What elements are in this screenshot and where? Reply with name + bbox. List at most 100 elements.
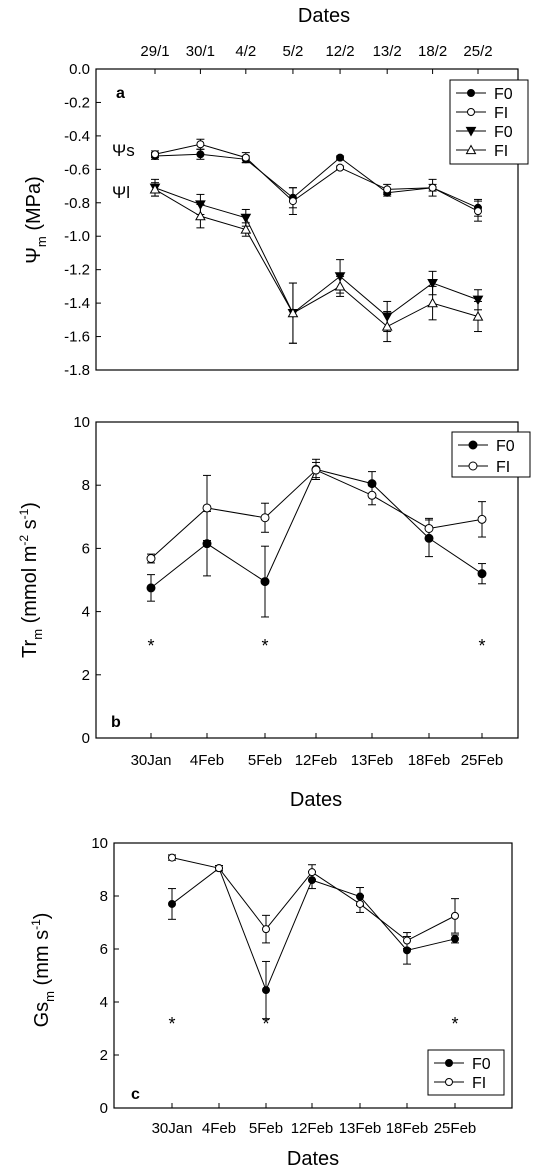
y-tick-label: -0.4 xyxy=(64,128,90,145)
annotation: Ψs xyxy=(112,141,135,160)
data-point xyxy=(383,185,392,194)
significance-mark: * xyxy=(478,636,485,656)
data-point xyxy=(451,911,459,920)
data-point xyxy=(146,583,156,593)
y-tick-label: -1.6 xyxy=(64,329,90,346)
legend-marker xyxy=(468,440,478,450)
x-tick-label: 13Feb xyxy=(339,1120,382,1137)
data-point xyxy=(424,523,434,533)
y-axis-label: Ψm (MPa) xyxy=(23,176,49,264)
significance-mark: * xyxy=(262,1014,269,1034)
y-tick-label: 10 xyxy=(73,414,90,431)
y-axis-label-part: -1 xyxy=(29,919,43,930)
data-point xyxy=(428,183,437,192)
panel-label: b xyxy=(111,714,121,731)
legend-marker xyxy=(467,108,475,116)
y-tick-label: 0 xyxy=(82,730,90,747)
x-tick-label: 5/2 xyxy=(283,43,304,60)
y-axis-label-part: -2 xyxy=(17,535,31,546)
x-tick-label: 4Feb xyxy=(190,752,224,769)
legend-label: FI xyxy=(472,1075,486,1092)
panel-label: c xyxy=(131,1086,140,1103)
significance-mark: * xyxy=(147,636,154,656)
data-point xyxy=(149,183,161,194)
significance-mark: * xyxy=(451,1014,458,1034)
y-axis-label-part: Ψ xyxy=(23,247,45,264)
x-tick-label: 5Feb xyxy=(249,1120,283,1137)
plot-frame xyxy=(113,842,513,1109)
legend-box xyxy=(427,1049,505,1096)
x-tick-label: 5Feb xyxy=(248,752,282,769)
y-tick-label: 6 xyxy=(100,941,108,958)
data-point xyxy=(356,899,364,908)
data-point xyxy=(215,864,223,873)
legend-marker xyxy=(465,126,477,137)
data-point xyxy=(477,514,487,524)
x-tick-label: 4Feb xyxy=(202,1120,236,1137)
legend: F0 FI xyxy=(451,431,531,478)
y-axis-label-part: ) xyxy=(31,913,53,920)
data-point xyxy=(472,295,484,306)
y-tick-label: 4 xyxy=(100,994,108,1011)
data-point xyxy=(287,307,299,318)
y-tick-label: 10 xyxy=(91,835,108,852)
data-point xyxy=(262,986,270,995)
series-0 xyxy=(168,864,459,1020)
y-tick-label: -0.8 xyxy=(64,195,90,212)
data-point xyxy=(336,163,345,172)
x-tick-label: 25/2 xyxy=(463,43,492,60)
y-axis-label-part: (mmol m xyxy=(19,546,41,629)
x-axis-title: Dates xyxy=(298,5,350,27)
series-1 xyxy=(146,461,487,564)
significance-mark: * xyxy=(168,1014,175,1034)
data-point xyxy=(311,465,321,475)
plot-frame xyxy=(95,68,519,371)
data-point xyxy=(381,320,393,331)
legend-marker xyxy=(445,1078,453,1086)
x-tick-label: 4/2 xyxy=(235,43,256,60)
y-tick-label: 6 xyxy=(82,540,90,557)
y-axis-label-part: ) xyxy=(19,502,41,509)
series-3 xyxy=(149,182,484,344)
legend-label: F0 xyxy=(494,86,513,103)
data-point xyxy=(427,297,438,308)
x-tick-label: 18Feb xyxy=(386,1120,429,1137)
data-point xyxy=(262,925,270,934)
annotation: Ψl xyxy=(112,183,130,202)
y-tick-label: 8 xyxy=(82,477,90,494)
series-1 xyxy=(168,853,459,949)
series-1 xyxy=(151,138,482,222)
y-tick-label: -1.0 xyxy=(64,228,90,245)
panel-c: 0 2 4 6 8 10 Gsm (mm s-1) 30Jan 4Feb 5Feb 12Feb 13F… xyxy=(29,835,513,1170)
series-line xyxy=(154,143,479,212)
series-line xyxy=(154,188,479,328)
y-axis-label-part: m xyxy=(42,991,57,1002)
y-tick-label: -0.6 xyxy=(64,161,90,178)
x-tick-label: 13/2 xyxy=(373,43,402,60)
legend-label: F0 xyxy=(472,1056,491,1073)
y-axis-label: Gsm (mm s-1) xyxy=(29,913,57,1028)
legend-label: FI xyxy=(494,143,508,160)
x-tick-label: 13Feb xyxy=(351,752,394,769)
data-point xyxy=(260,577,270,587)
x-tick-label: 12Feb xyxy=(291,1120,334,1137)
y-axis-label-part: m xyxy=(34,236,49,247)
legend: F0 FI F0 FI xyxy=(449,79,529,165)
legend-label: FI xyxy=(494,105,508,122)
y-tick-label: -1.4 xyxy=(64,295,90,312)
y-tick-label: 2 xyxy=(82,667,90,684)
legend-marker xyxy=(445,1059,453,1067)
x-tick-label: 18/2 xyxy=(418,43,447,60)
y-tick-label: 2 xyxy=(100,1047,108,1064)
y-axis-label-part: Tr xyxy=(19,639,41,657)
data-point xyxy=(151,150,159,159)
data-point xyxy=(477,569,487,579)
data-point xyxy=(195,210,206,221)
legend-label: FI xyxy=(496,459,510,476)
y-axis-label-part: Gs xyxy=(31,1002,53,1028)
data-point xyxy=(427,278,438,289)
x-tick-label: 25Feb xyxy=(434,1120,477,1137)
series-line xyxy=(150,469,483,559)
y-axis-label-part: (mm s xyxy=(31,930,53,991)
